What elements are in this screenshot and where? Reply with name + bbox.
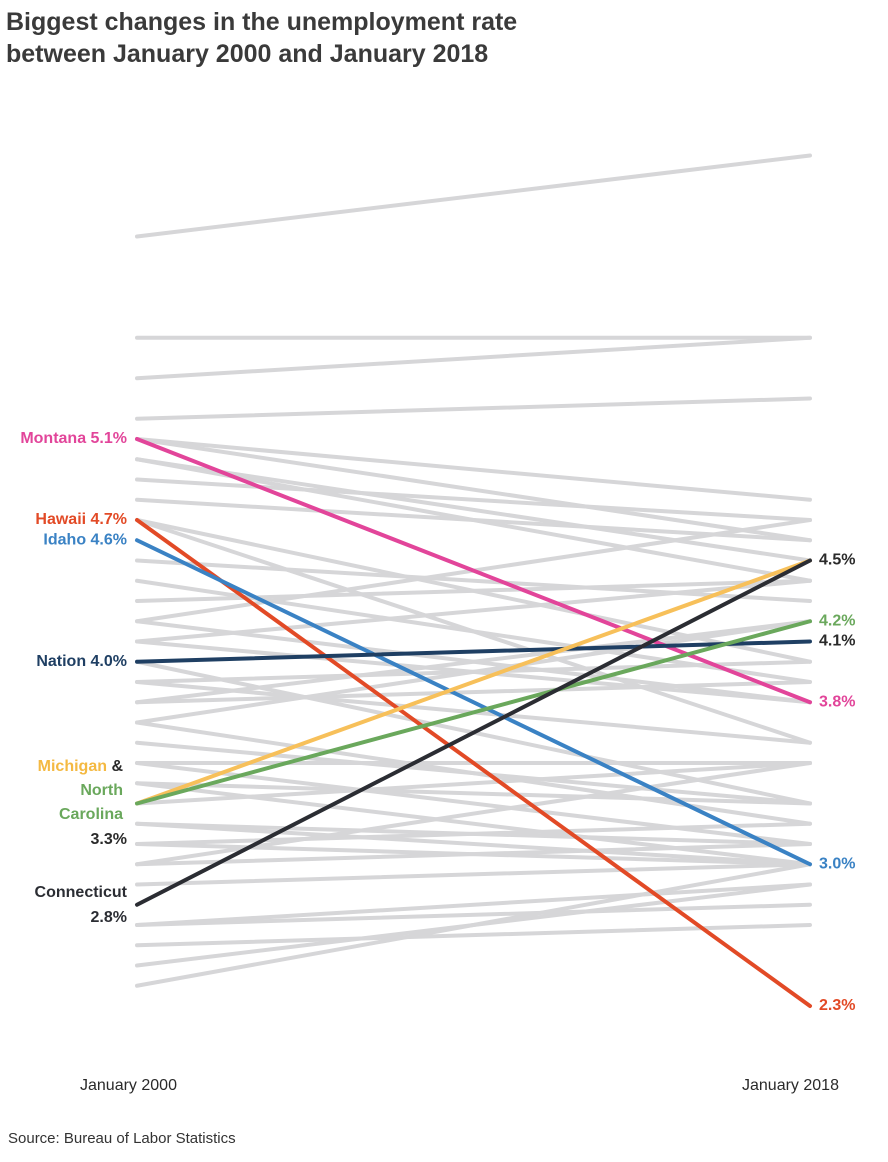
x-tick-label-start: January 2000 bbox=[80, 1077, 177, 1094]
background-series-line bbox=[135, 437, 812, 502]
left-label-nation: Nation 4.0% bbox=[36, 653, 127, 670]
right-label-38: 3.8% bbox=[819, 693, 855, 710]
background-series-line bbox=[135, 680, 812, 705]
background-series-line bbox=[135, 578, 812, 603]
background-series-line bbox=[135, 619, 812, 705]
background-series-line bbox=[135, 437, 812, 543]
left-label-hawaii: Hawaii 4.7% bbox=[35, 511, 127, 528]
series-line-nation bbox=[135, 639, 812, 664]
left-label-michigan: Michigan & bbox=[38, 758, 124, 775]
series-line-idaho bbox=[135, 538, 812, 867]
left-label-north: North bbox=[80, 782, 123, 799]
background-series-line bbox=[135, 862, 812, 887]
series-line-hawaii bbox=[135, 518, 812, 1008]
left-label-connecticut: Connecticut bbox=[35, 884, 128, 901]
highlight-lines bbox=[135, 437, 812, 1008]
chart-title-line-1: Biggest changes in the unemployment rate bbox=[6, 8, 518, 36]
series-line-connecticut bbox=[135, 558, 812, 907]
background-series-line bbox=[135, 740, 812, 806]
background-series-line bbox=[135, 923, 812, 948]
background-series-line bbox=[135, 335, 812, 381]
source-note: Source: Bureau of Labor Statistics bbox=[8, 1130, 236, 1147]
background-series-line bbox=[135, 457, 812, 563]
x-tick-label-end: January 2018 bbox=[742, 1077, 839, 1094]
background-series-line bbox=[135, 821, 812, 846]
left-label-idaho: Idaho 4.6% bbox=[43, 531, 127, 548]
left-label-connecticut-value: 2.8% bbox=[91, 909, 127, 926]
background-series-line bbox=[135, 781, 812, 806]
background-series-line bbox=[135, 477, 812, 522]
right-label-42: 4.2% bbox=[819, 612, 855, 629]
chart-title: Biggest changes in the unemployment rate… bbox=[6, 6, 866, 70]
right-label-41: 4.1% bbox=[819, 633, 855, 650]
background-series-line bbox=[135, 558, 812, 603]
background-series-line bbox=[135, 842, 812, 867]
background-series-line bbox=[135, 862, 812, 988]
background-series-line bbox=[135, 497, 812, 543]
right-label-45: 4.5% bbox=[819, 552, 855, 569]
background-series-line bbox=[135, 396, 812, 421]
left-label-michigan-nc-value: 3.3% bbox=[91, 831, 127, 848]
background-series-line bbox=[135, 578, 812, 644]
series-labels: Montana 5.1% Hawaii 4.7% Idaho 4.6% Nation … bbox=[20, 430, 855, 1014]
left-label-montana: Montana 5.1% bbox=[20, 430, 127, 447]
right-label-30: 3.0% bbox=[819, 855, 855, 872]
right-label-23: 2.3% bbox=[819, 997, 855, 1014]
background-series-line bbox=[135, 761, 812, 806]
series-line-north-carolina bbox=[135, 619, 812, 806]
background-series-line bbox=[135, 619, 812, 725]
series-line-michigan bbox=[135, 558, 812, 806]
background-series-line bbox=[135, 882, 812, 927]
background-series-line bbox=[135, 153, 812, 239]
background-lines bbox=[135, 153, 812, 988]
chart-title-line-2: between January 2000 and January 2018 bbox=[6, 40, 489, 68]
series-line-montana bbox=[135, 437, 812, 705]
left-label-carolina: Carolina bbox=[59, 806, 123, 823]
background-series-line bbox=[135, 821, 812, 867]
background-series-line bbox=[135, 761, 812, 846]
background-series-line bbox=[135, 902, 812, 927]
